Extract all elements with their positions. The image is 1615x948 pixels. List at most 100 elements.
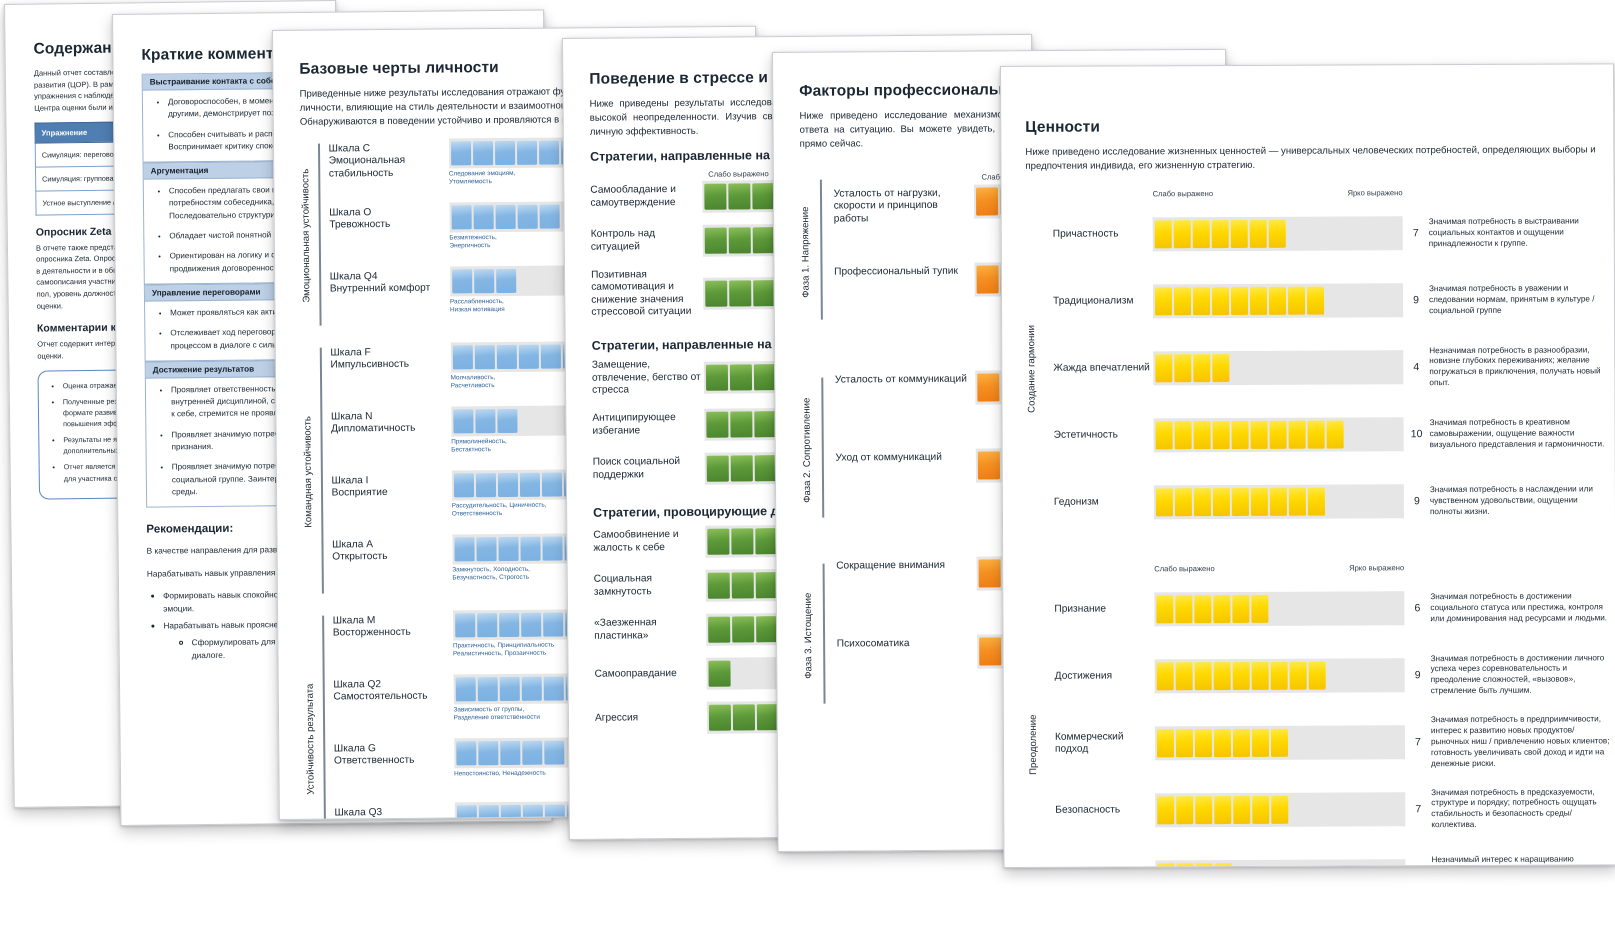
meter-cell xyxy=(755,571,778,599)
meter-cell xyxy=(477,740,499,765)
meter-cell xyxy=(1155,488,1173,517)
meter-cell xyxy=(1193,488,1211,517)
value-description: Значимая потребность в креативном самовы… xyxy=(1429,417,1605,449)
value-row: Интеллект4Незначимый интерес к наращиван… xyxy=(1055,842,1611,868)
value-description: Значимая потребность в наслаждении или ч… xyxy=(1429,484,1593,516)
meter-cell xyxy=(1306,286,1325,315)
meter-cell xyxy=(1157,863,1175,868)
meter-track xyxy=(1153,350,1404,386)
stress-label: Антиципирующее избегание xyxy=(592,412,676,437)
meter-cell xyxy=(1250,421,1268,450)
intro-text: Ниже приведено исследование жизненных це… xyxy=(1025,144,1596,172)
scale-anchor-low: Расслабленность, Низкая мотивация xyxy=(449,297,505,314)
scale-anchor-low: Молчаливость, Расчетливость xyxy=(450,373,496,390)
scale-anchor-low: Рассудительность, Циничность, Ответственн… xyxy=(451,501,547,518)
meter-track xyxy=(1154,725,1406,761)
meter-cell xyxy=(1214,863,1232,868)
meter-cell xyxy=(706,411,729,438)
meter-cell xyxy=(1175,729,1194,758)
meter-cell xyxy=(1233,796,1251,825)
stress-label: Поиск социальной поддержки xyxy=(592,456,681,481)
meter-cell xyxy=(754,454,777,482)
group-divider xyxy=(317,143,322,326)
meter-cell xyxy=(978,559,1001,588)
burnout-label: Усталость от коммуникаций xyxy=(834,373,967,386)
group-divider xyxy=(1044,588,1046,868)
meter-cell xyxy=(473,268,494,293)
meter-cell xyxy=(542,612,563,637)
value-group-label: Создание гармонии xyxy=(1026,325,1038,414)
meter-cell xyxy=(1195,863,1213,868)
meter-cell xyxy=(1308,661,1326,690)
meter-cell xyxy=(499,740,521,765)
value-row: Традиционализм 9 Значимая потребность в ув… xyxy=(1053,266,1609,335)
meter-cell xyxy=(704,183,727,210)
value-label: Эстетичность xyxy=(1053,429,1118,441)
scale-anchor-low: Прямолинейность, Бестактность xyxy=(451,437,507,454)
meter-cell xyxy=(1192,287,1211,316)
meter-cell xyxy=(473,204,494,229)
meter-cell xyxy=(729,364,753,391)
trait-name: Шкала О Тревожность xyxy=(329,206,391,231)
meter-cell xyxy=(496,408,518,433)
meter-cell xyxy=(475,472,496,497)
scale-caption-weak: Слабо выражено xyxy=(1154,563,1215,574)
meter-cell xyxy=(540,344,561,369)
scale-anchor-low: Непостоянство, Ненадежность xyxy=(454,769,546,778)
meter-cell xyxy=(517,204,538,229)
trait-name: Шкала A Открытость xyxy=(332,538,388,563)
meter-cell xyxy=(1154,220,1172,249)
value-groups: Создание гармонии Слабо выражено Ярко выра… xyxy=(1026,187,1610,868)
meter-cell xyxy=(1251,729,1270,758)
group-divider xyxy=(319,347,324,594)
meter-cell xyxy=(756,615,779,643)
meter-cell xyxy=(521,676,542,701)
meter-cell xyxy=(455,740,477,766)
meter-cell xyxy=(497,472,518,497)
scale-captions: Слабо выражено Ярко выражено xyxy=(1153,188,1403,198)
meter-cell xyxy=(474,344,495,369)
value-description: Значимая потребность в уважении и следов… xyxy=(1428,283,1595,315)
meter-cell xyxy=(976,373,1000,402)
meter-cell xyxy=(1289,661,1307,691)
meter-cell xyxy=(1173,287,1192,316)
meter-cell xyxy=(705,280,728,307)
value-description: Значимая потребность в выстраивании соци… xyxy=(1428,216,1579,248)
meter-cell xyxy=(1156,595,1174,624)
value-group: Преодоление Слабо выражено Ярко выражено Пр… xyxy=(1027,562,1610,868)
meter-cell xyxy=(1270,729,1289,758)
meter-cell xyxy=(755,527,778,555)
meter-cell xyxy=(452,408,474,434)
meter-cell xyxy=(732,704,756,731)
meter-cell xyxy=(474,408,496,433)
group-divider xyxy=(1042,213,1045,537)
meter-cell xyxy=(1212,488,1230,517)
page-values[interactable]: Ценности Ниже приведено исследование жиз… xyxy=(1000,63,1615,868)
meter-cell xyxy=(499,676,520,701)
value-score: 9 xyxy=(1413,294,1419,307)
meter-cell xyxy=(1174,354,1192,383)
value-description: Незначимая потребность в разнообразии, н… xyxy=(1429,344,1601,388)
meter-cell xyxy=(707,528,730,555)
meter-cell xyxy=(539,204,560,229)
meter-cell xyxy=(707,572,730,599)
phase-label: Фаза 3. Истощение xyxy=(802,592,815,679)
meter-cell xyxy=(708,616,731,643)
phase-divider xyxy=(821,377,824,518)
value-label: Безопасность xyxy=(1055,804,1121,816)
value-label: Жажда впечатлений xyxy=(1053,362,1150,374)
meter-cell xyxy=(1194,595,1212,624)
meter-cell xyxy=(477,676,498,701)
trait-name: Шкала Q2 Самостоятельность xyxy=(333,678,428,703)
meter-cell xyxy=(977,451,1000,480)
scale-anchor-low: Практичность, Принципиальность Реалистичн… xyxy=(452,641,555,658)
meter-cell xyxy=(1307,487,1325,516)
meter-cell xyxy=(521,740,543,765)
meter-cell xyxy=(1288,487,1306,517)
burnout-label: Уход от коммуникаций xyxy=(835,451,942,464)
meter-cell xyxy=(1156,662,1174,691)
meter-cell xyxy=(706,455,729,482)
meter-cell xyxy=(520,536,541,561)
meter-cell xyxy=(450,140,471,166)
